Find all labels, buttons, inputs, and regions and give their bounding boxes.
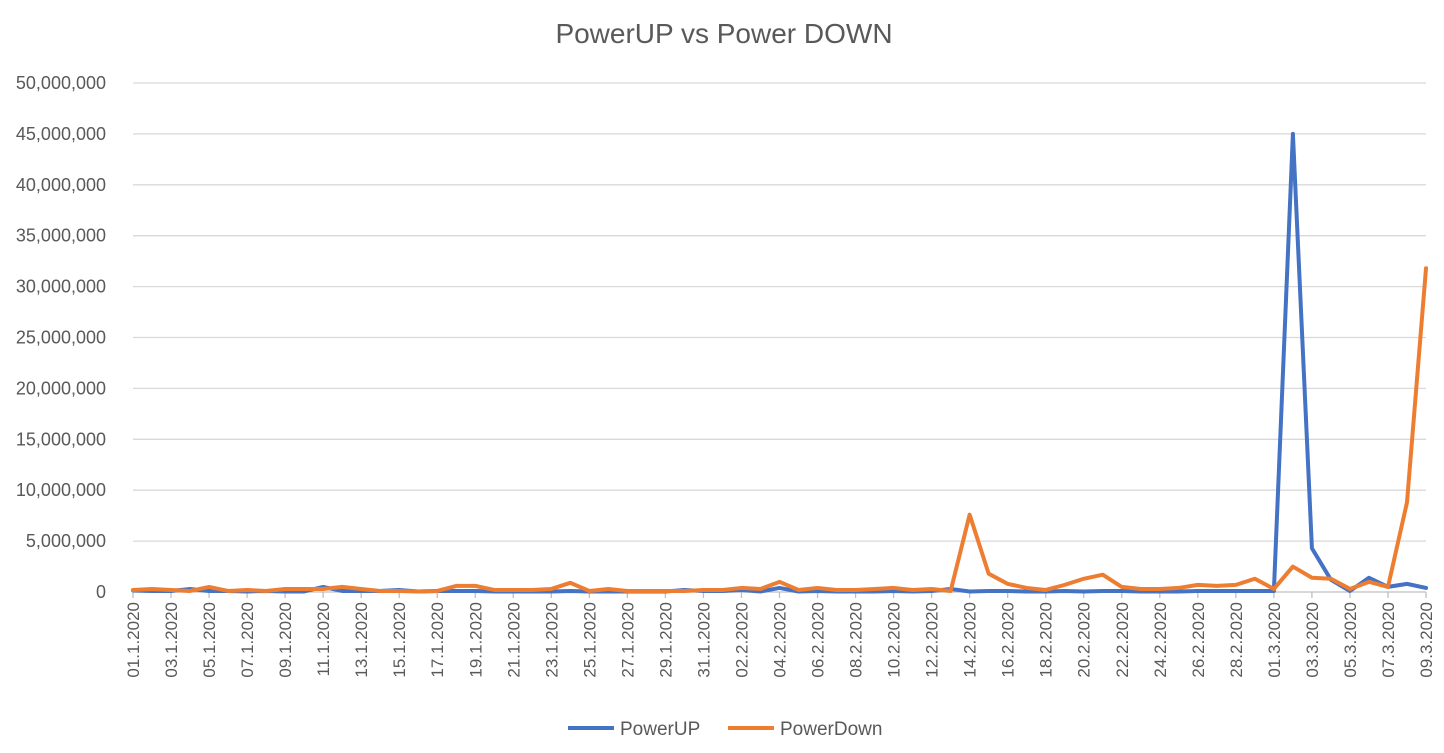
x-tick-label: 09.1.2020 (276, 602, 295, 678)
x-tick-label: 01.3.2020 (1265, 602, 1284, 678)
x-tick-label: 18.2.2020 (1037, 602, 1056, 678)
x-tick-label: 09.3.2020 (1417, 602, 1436, 678)
x-tick-label: 29.1.2020 (656, 602, 675, 678)
legend-label-powerup: PowerUP (620, 719, 700, 740)
x-tick-label: 05.1.2020 (200, 602, 219, 678)
x-tick-label: 01.1.2020 (124, 602, 143, 678)
x-tick-label: 11.1.2020 (314, 602, 333, 676)
y-tick-label: 0 (96, 582, 106, 602)
y-tick-label: 45,000,000 (16, 124, 106, 144)
y-tick-label: 35,000,000 (16, 226, 106, 246)
y-axis-labels: 0 5,000,000 10,000,000 15,000,000 20,000,000… (16, 73, 106, 602)
x-tick-label: 12.2.2020 (923, 602, 942, 678)
x-tick-label: 03.3.2020 (1303, 602, 1322, 678)
y-tick-label: 40,000,000 (16, 175, 106, 195)
x-tick-label: 04.2.2020 (771, 602, 790, 678)
series-lines (131, 131, 1428, 594)
x-tick-label: 20.2.2020 (1075, 602, 1094, 678)
x-tick-label: 19.1.2020 (466, 602, 485, 678)
legend: PowerUP PowerDown (568, 719, 882, 740)
y-tick-label: 20,000,000 (16, 378, 106, 398)
y-tick-label: 25,000,000 (16, 328, 106, 348)
x-tick-label: 10.2.2020 (885, 602, 904, 678)
x-tick-label: 28.2.2020 (1227, 602, 1246, 678)
x-tick-label: 22.2.2020 (1113, 602, 1132, 678)
y-tick-label: 10,000,000 (16, 480, 106, 500)
x-axis-labels: 01.1.2020 03.1.2020 05.1.2020 07.1.2020 09.1… (124, 592, 1436, 678)
x-tick-label: 27.1.2020 (618, 602, 637, 678)
y-tick-label: 15,000,000 (16, 429, 106, 449)
series-line-powerdown (131, 266, 1428, 594)
x-tick-label: 07.3.2020 (1379, 602, 1398, 678)
x-tick-label: 15.1.2020 (390, 602, 409, 678)
x-tick-label: 31.1.2020 (694, 602, 713, 678)
chart-title: PowerUP vs Power DOWN (555, 18, 892, 49)
x-tick-label: 21.1.2020 (504, 602, 523, 678)
x-tick-label: 16.2.2020 (999, 602, 1018, 678)
x-tick-label: 26.2.2020 (1189, 602, 1208, 678)
x-tick-label: 07.1.2020 (238, 602, 257, 678)
x-tick-label: 24.2.2020 (1151, 602, 1170, 678)
y-tick-label: 5,000,000 (26, 531, 106, 551)
x-tick-label: 13.1.2020 (352, 602, 371, 678)
x-tick-label: 02.2.2020 (732, 602, 751, 678)
x-tick-label: 06.2.2020 (809, 602, 828, 678)
x-tick-label: 14.2.2020 (961, 602, 980, 678)
y-tick-label: 50,000,000 (16, 73, 106, 93)
gridlines (133, 82, 1426, 593)
x-tick-label: 08.2.2020 (847, 602, 866, 678)
x-tick-label: 23.1.2020 (542, 602, 561, 678)
series-line-powerup (131, 131, 1428, 594)
y-tick-label: 30,000,000 (16, 277, 106, 297)
x-tick-label: 17.1.2020 (428, 602, 447, 678)
x-tick-label: 03.1.2020 (162, 602, 181, 678)
x-tick-label: 25.1.2020 (580, 602, 599, 678)
x-tick-label: 05.3.2020 (1341, 602, 1360, 678)
legend-label-powerdown: PowerDown (780, 719, 882, 740)
